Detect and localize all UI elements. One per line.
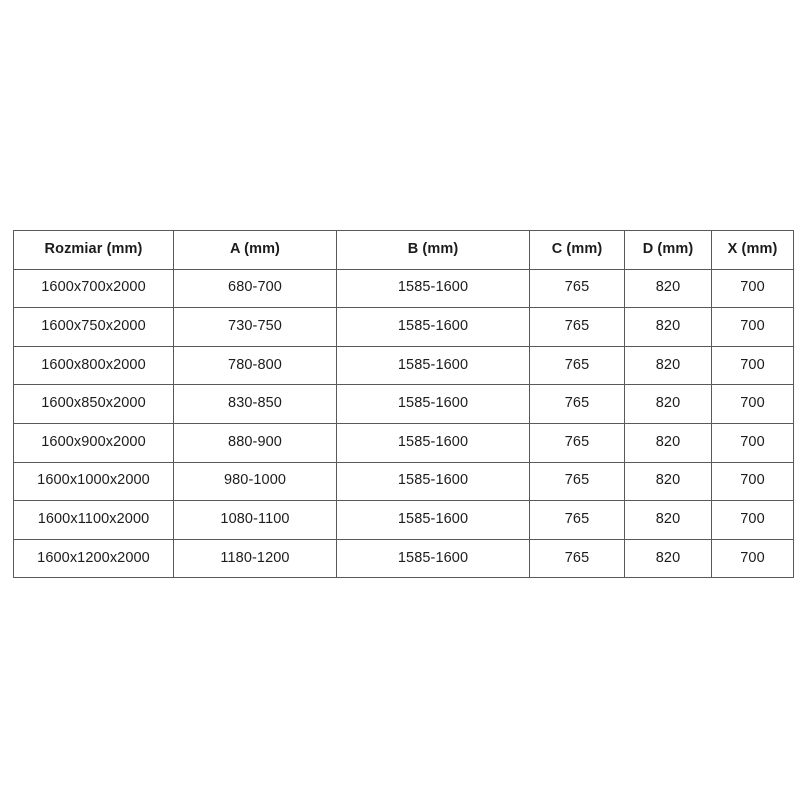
cell-a: 980-1000 — [173, 461, 337, 502]
table-row: 1600x850x2000 830-850 1585-1600 765 820 … — [13, 384, 794, 424]
table-row: 1600x1200x2000 1180-1200 1585-1600 765 8… — [13, 538, 794, 579]
cell-x: 700 — [711, 461, 794, 502]
cell-c: 765 — [529, 307, 625, 347]
table-row: 1600x750x2000 730-750 1585-1600 765 820 … — [13, 307, 794, 347]
cell-x: 700 — [711, 268, 794, 309]
dimensions-table: Rozmiar (mm) A (mm) B (mm) C (mm) D (mm)… — [13, 230, 794, 579]
table-row: 1600x1000x2000 980-1000 1585-1600 765 82… — [13, 461, 794, 502]
dimensions-table-container: Rozmiar (mm) A (mm) B (mm) C (mm) D (mm)… — [13, 230, 794, 579]
cell-c: 765 — [529, 345, 625, 386]
cell-size: 1600x850x2000 — [13, 384, 174, 424]
cell-b: 1585-1600 — [336, 307, 530, 347]
cell-size: 1600x1000x2000 — [13, 461, 174, 502]
cell-c: 765 — [529, 268, 625, 309]
column-header-d: D (mm) — [624, 230, 712, 270]
table-row: 1600x900x2000 880-900 1585-1600 765 820 … — [13, 422, 794, 463]
cell-a: 680-700 — [173, 268, 337, 309]
cell-size: 1600x1100x2000 — [13, 500, 174, 540]
table-body: 1600x700x2000 680-700 1585-1600 765 820 … — [13, 268, 794, 579]
table-row: 1600x1100x2000 1080-1100 1585-1600 765 8… — [13, 500, 794, 540]
cell-d: 820 — [624, 345, 712, 386]
cell-x: 700 — [711, 345, 794, 386]
cell-b: 1585-1600 — [336, 268, 530, 309]
column-header-size: Rozmiar (mm) — [13, 230, 174, 270]
cell-b: 1585-1600 — [336, 461, 530, 502]
cell-a: 1180-1200 — [173, 538, 337, 579]
cell-d: 820 — [624, 268, 712, 309]
cell-size: 1600x1200x2000 — [13, 538, 174, 579]
cell-a: 1080-1100 — [173, 500, 337, 540]
cell-c: 765 — [529, 384, 625, 424]
cell-size: 1600x700x2000 — [13, 268, 174, 309]
cell-c: 765 — [529, 538, 625, 579]
table-row: 1600x700x2000 680-700 1585-1600 765 820 … — [13, 268, 794, 309]
cell-x: 700 — [711, 384, 794, 424]
cell-d: 820 — [624, 500, 712, 540]
cell-b: 1585-1600 — [336, 345, 530, 386]
column-header-c: C (mm) — [529, 230, 625, 270]
cell-b: 1585-1600 — [336, 538, 530, 579]
cell-x: 700 — [711, 538, 794, 579]
cell-b: 1585-1600 — [336, 422, 530, 463]
column-header-x: X (mm) — [711, 230, 794, 270]
cell-a: 730-750 — [173, 307, 337, 347]
cell-c: 765 — [529, 500, 625, 540]
cell-d: 820 — [624, 384, 712, 424]
table-header: Rozmiar (mm) A (mm) B (mm) C (mm) D (mm)… — [13, 230, 794, 270]
column-header-a: A (mm) — [173, 230, 337, 270]
cell-x: 700 — [711, 500, 794, 540]
cell-c: 765 — [529, 461, 625, 502]
cell-a: 780-800 — [173, 345, 337, 386]
cell-c: 765 — [529, 422, 625, 463]
table-row: 1600x800x2000 780-800 1585-1600 765 820 … — [13, 345, 794, 386]
cell-size: 1600x900x2000 — [13, 422, 174, 463]
cell-size: 1600x750x2000 — [13, 307, 174, 347]
cell-b: 1585-1600 — [336, 500, 530, 540]
cell-d: 820 — [624, 461, 712, 502]
table-header-row: Rozmiar (mm) A (mm) B (mm) C (mm) D (mm)… — [13, 230, 794, 270]
cell-b: 1585-1600 — [336, 384, 530, 424]
cell-a: 880-900 — [173, 422, 337, 463]
cell-size: 1600x800x2000 — [13, 345, 174, 386]
cell-d: 820 — [624, 307, 712, 347]
cell-d: 820 — [624, 422, 712, 463]
column-header-b: B (mm) — [336, 230, 530, 270]
cell-x: 700 — [711, 422, 794, 463]
cell-a: 830-850 — [173, 384, 337, 424]
cell-d: 820 — [624, 538, 712, 579]
cell-x: 700 — [711, 307, 794, 347]
